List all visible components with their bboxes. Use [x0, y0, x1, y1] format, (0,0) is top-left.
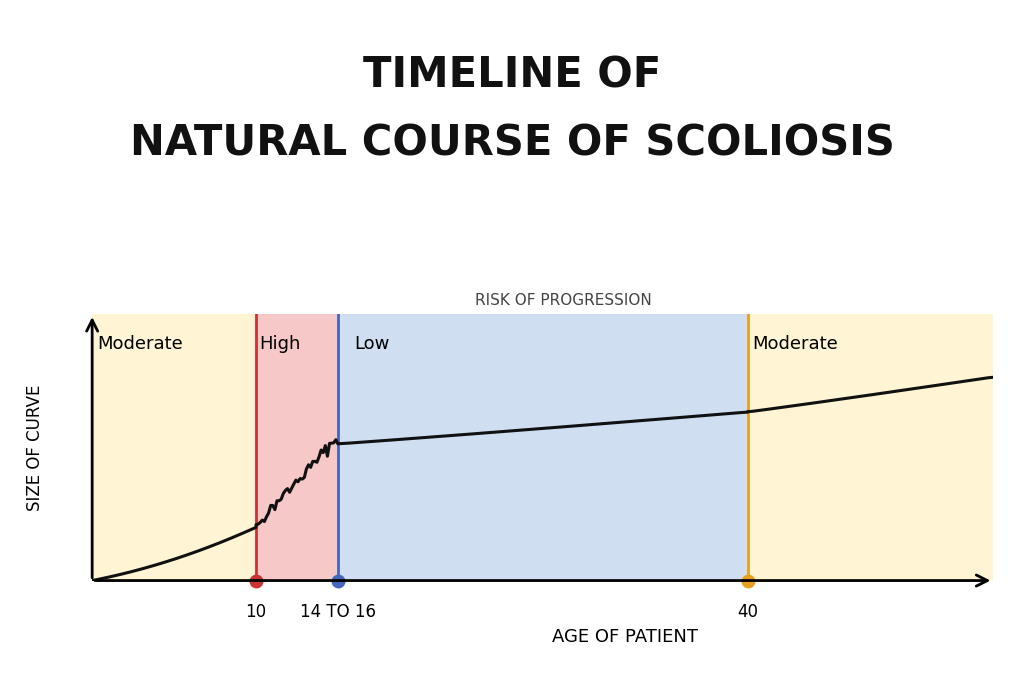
Bar	[338, 314, 748, 581]
Text: NATURAL COURSE OF SCOLIOSIS: NATURAL COURSE OF SCOLIOSIS	[130, 123, 894, 165]
Bar	[256, 314, 338, 581]
Text: TIMELINE OF: TIMELINE OF	[362, 55, 662, 96]
Bar	[92, 314, 256, 581]
Text: 14 TO 16: 14 TO 16	[300, 603, 376, 622]
Text: Moderate: Moderate	[97, 335, 183, 354]
Text: Moderate: Moderate	[753, 335, 839, 354]
Text: 10: 10	[246, 603, 266, 622]
Text: Low: Low	[354, 335, 390, 354]
Text: RISK OF PROGRESSION: RISK OF PROGRESSION	[475, 293, 651, 308]
Text: SIZE OF CURVE: SIZE OF CURVE	[26, 384, 44, 511]
Text: AGE OF PATIENT: AGE OF PATIENT	[552, 628, 697, 647]
Bar	[748, 314, 993, 581]
Text: 40: 40	[737, 603, 758, 622]
Text: High: High	[259, 335, 301, 354]
